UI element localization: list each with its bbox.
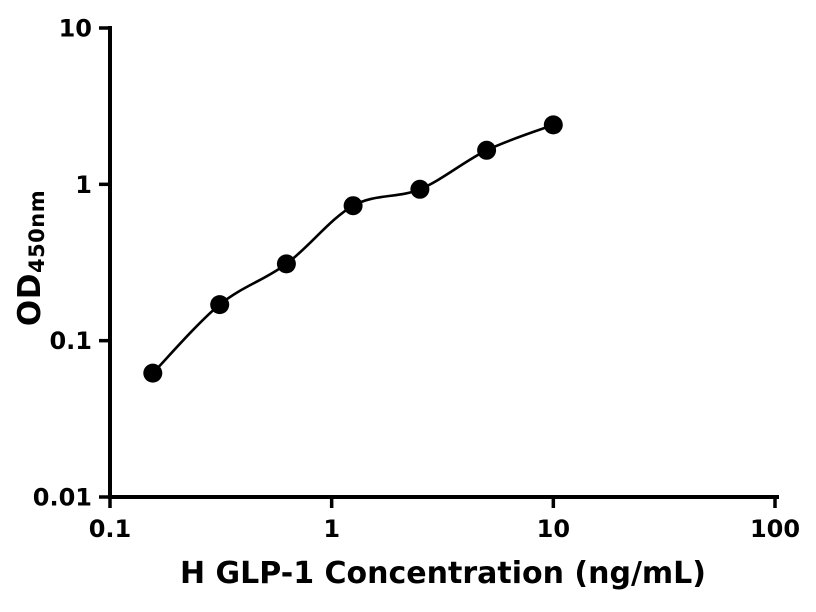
y-tick-label: 0.01 [33, 484, 92, 512]
y-tick-label: 10 [59, 15, 92, 43]
x-tick-label: 0.1 [89, 515, 132, 543]
y-axis-title: OD450nm [8, 108, 52, 408]
data-point [276, 254, 296, 274]
y-tick-label: 1 [75, 171, 92, 199]
y-axis-title-subscript: 450nm [24, 189, 49, 274]
x-axis-title: H GLP-1 Concentration (ng/mL) [180, 556, 706, 591]
y-axis-title-main: OD [12, 273, 48, 327]
x-tick-label: 1 [323, 515, 340, 543]
data-point [543, 115, 563, 135]
data-point [343, 196, 363, 216]
fit-curve [151, 123, 554, 375]
data-point [477, 140, 497, 160]
y-tick-label: 0.1 [49, 327, 92, 355]
data-point [210, 295, 230, 315]
x-tick-label: 100 [750, 515, 800, 543]
x-tick-label: 10 [537, 515, 570, 543]
data-point [143, 363, 163, 383]
data-point [410, 179, 430, 199]
